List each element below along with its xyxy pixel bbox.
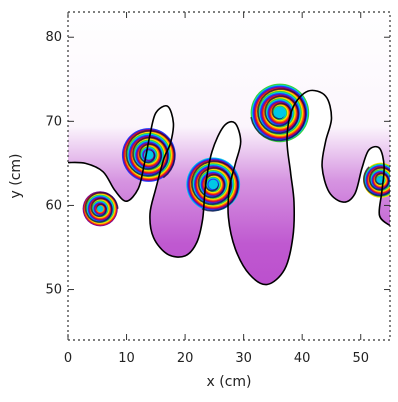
vortex-3 [186,157,241,212]
y-axis: 50 60 70 80 [45,30,390,298]
interface-contour [68,89,390,286]
plot-frame [67,11,391,341]
x-axis-label: x (cm) [207,374,252,390]
y-tick-label: 50 [45,283,62,298]
vortex-4 [250,83,310,143]
vortex-core [274,107,286,119]
x-tick-label: 40 [294,351,311,366]
vortex-1 [82,191,119,227]
vortex-5 [362,162,390,198]
vortex-layer [82,83,390,227]
x-tick-label: 30 [235,351,252,366]
purple-haze [68,12,390,285]
vortex-2 [121,128,176,182]
y-tick-label: 70 [45,114,62,129]
y-tick-label: 60 [45,198,62,213]
vortex-core [97,205,104,212]
x-tick-label: 0 [64,351,72,366]
y-tick-label: 80 [45,30,62,45]
x-tick-label: 20 [177,351,194,366]
y-axis-label: y (cm) [8,154,24,199]
x-tick-label: 10 [118,351,135,366]
vortex-core [377,177,384,184]
x-tick-label: 50 [352,351,369,366]
x-axis: 0 10 20 30 40 50 [64,12,369,366]
haze-region [68,12,390,285]
vortex-core [208,179,218,190]
plot-area [68,12,390,340]
